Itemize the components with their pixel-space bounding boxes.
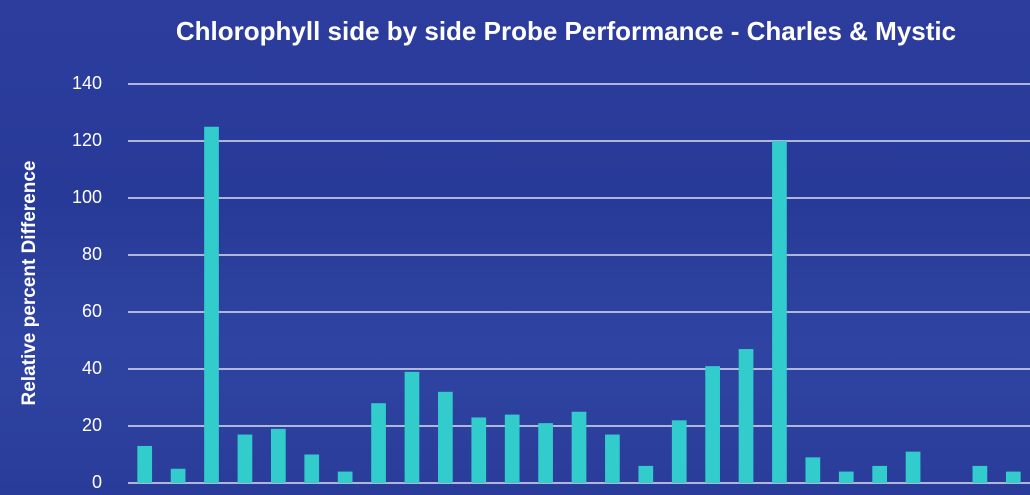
- bar: [605, 434, 620, 483]
- bar: [571, 411, 587, 483]
- bar: [838, 471, 854, 483]
- y-tick-label: 40: [82, 358, 102, 378]
- bar: [471, 417, 487, 483]
- bar: [371, 403, 386, 483]
- bar: [438, 391, 453, 483]
- bar: [772, 141, 787, 483]
- bar: [972, 465, 988, 483]
- y-tick-label: 80: [82, 244, 102, 264]
- bar: [404, 371, 420, 483]
- bar: [905, 451, 921, 483]
- y-tick-label: 140: [72, 73, 102, 93]
- bar: [270, 428, 286, 483]
- y-tick-label: 60: [82, 301, 102, 321]
- bar: [170, 468, 186, 483]
- bar: [237, 434, 253, 483]
- bar: [738, 349, 754, 483]
- bar: [805, 457, 821, 483]
- y-tick-label: 20: [82, 415, 102, 435]
- bar: [671, 420, 687, 483]
- y-tick-label: 0: [92, 472, 102, 492]
- y-tick-label: 100: [72, 187, 102, 207]
- bar: [705, 366, 720, 483]
- bar: [137, 445, 153, 483]
- bar: [337, 471, 353, 483]
- bar: [538, 423, 553, 483]
- bar: [1005, 471, 1021, 483]
- y-axis-label: Relative percent Difference: [19, 161, 40, 406]
- y-tick-label: 120: [72, 130, 102, 150]
- bar: [504, 414, 520, 483]
- bar: [204, 126, 219, 483]
- bar: [304, 454, 320, 483]
- bar: [638, 465, 654, 483]
- bar: [872, 465, 888, 483]
- chart-title: Chlorophyll side by side Probe Performan…: [175, 16, 957, 46]
